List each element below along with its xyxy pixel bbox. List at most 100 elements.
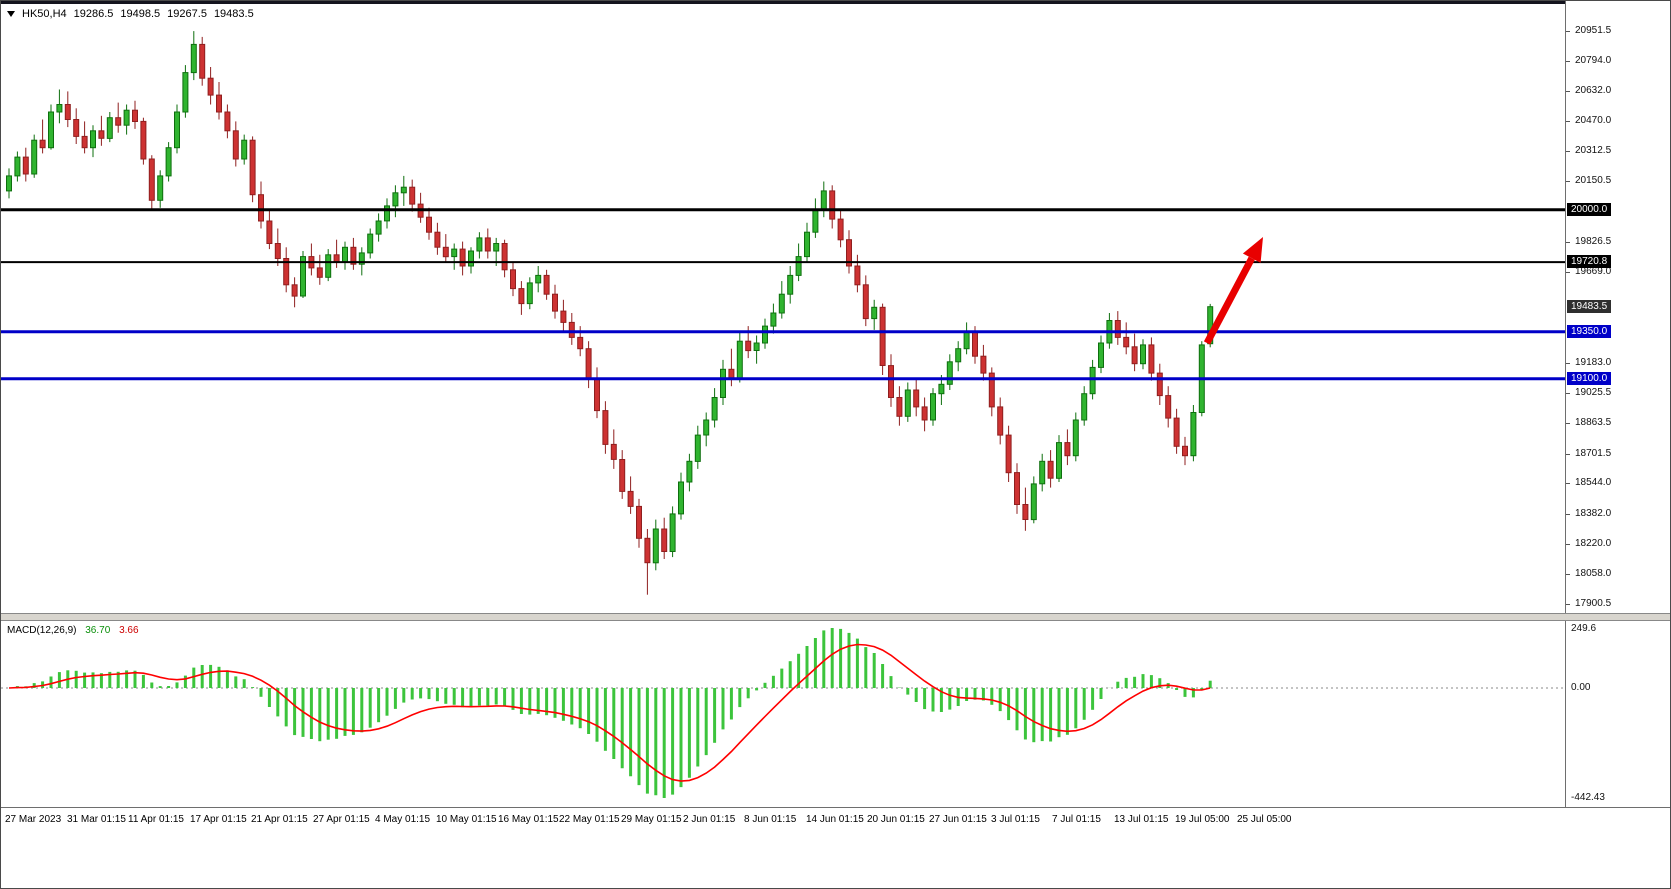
candle bbox=[258, 194, 264, 222]
candle bbox=[367, 233, 374, 254]
candle bbox=[501, 243, 508, 271]
candle bbox=[602, 410, 609, 445]
candle bbox=[123, 109, 130, 126]
candle bbox=[829, 190, 836, 220]
candle bbox=[955, 348, 962, 363]
candle bbox=[862, 284, 869, 320]
time-axis-label: 16 May 01:15 bbox=[498, 814, 559, 825]
candle bbox=[888, 365, 894, 399]
candle bbox=[913, 389, 920, 408]
price-tick-label: 20470.0 bbox=[1575, 115, 1612, 126]
candle bbox=[930, 393, 936, 421]
candle bbox=[1056, 442, 1062, 479]
candle bbox=[1156, 372, 1163, 397]
price-tick-mark bbox=[1566, 121, 1570, 122]
price-tick-label: 18220.0 bbox=[1575, 538, 1612, 549]
panel-separator-handle[interactable] bbox=[1, 613, 1670, 621]
time-axis-label: 21 Apr 01:15 bbox=[251, 814, 308, 825]
candle bbox=[199, 43, 206, 79]
candle bbox=[98, 130, 105, 139]
price-chart-canvas[interactable] bbox=[1, 1, 1565, 613]
window-top-border bbox=[1, 1, 1670, 4]
price-tick-label: 19826.5 bbox=[1575, 236, 1612, 247]
time-axis-label: 2 Jun 01:15 bbox=[683, 814, 736, 825]
time-axis-label: 19 Jul 05:00 bbox=[1175, 814, 1230, 825]
price-line-label: 19483.5 bbox=[1567, 300, 1612, 313]
price-tick-mark bbox=[1566, 272, 1570, 273]
candle bbox=[1131, 346, 1138, 365]
price-tick-mark bbox=[1566, 454, 1570, 455]
candle bbox=[274, 243, 281, 259]
candle bbox=[762, 325, 768, 344]
symbol-name: HK50,H4 bbox=[22, 8, 67, 20]
price-axis[interactable]: 20951.5 20794.0 20632.0 20470.0 20312.5 20150… bbox=[1565, 1, 1670, 807]
candle bbox=[703, 419, 710, 436]
macd-main-value: 36.70 bbox=[85, 625, 111, 636]
candle bbox=[459, 248, 466, 267]
candle bbox=[31, 139, 38, 175]
ohlc-high: 19498.5 bbox=[120, 8, 161, 20]
trend-arrow-head[interactable] bbox=[1242, 237, 1263, 263]
candle bbox=[686, 460, 693, 483]
candle bbox=[358, 252, 365, 265]
candle bbox=[535, 274, 542, 284]
candle bbox=[249, 139, 256, 196]
candle bbox=[1123, 336, 1130, 348]
candle bbox=[627, 490, 634, 507]
candle bbox=[921, 406, 928, 421]
time-axis-label: 11 Apr 01:15 bbox=[128, 814, 184, 825]
candle bbox=[795, 256, 802, 276]
candle bbox=[190, 43, 197, 74]
trend-arrow-shaft[interactable] bbox=[1203, 256, 1255, 345]
candle bbox=[165, 147, 172, 177]
candle bbox=[291, 284, 298, 297]
price-tick-mark bbox=[1566, 181, 1570, 182]
chart-dropdown-icon[interactable] bbox=[7, 11, 15, 17]
candle bbox=[1173, 417, 1180, 447]
time-axis[interactable]: 27 Mar 2023 31 Mar 01:15 11 Apr 01:15 17 Ap… bbox=[1, 807, 1670, 836]
time-axis-label: 7 Jul 01:15 bbox=[1052, 814, 1101, 825]
macd-scale-min: -442.43 bbox=[1571, 792, 1605, 803]
macd-indicator-canvas[interactable] bbox=[1, 621, 1565, 807]
price-tick-label: 17900.5 bbox=[1575, 598, 1612, 609]
candle bbox=[384, 205, 390, 222]
price-tick-label: 20150.5 bbox=[1575, 175, 1612, 186]
candle bbox=[174, 111, 180, 149]
candle bbox=[904, 389, 911, 417]
candle bbox=[946, 361, 953, 385]
price-tick-label: 19669.0 bbox=[1575, 266, 1612, 277]
ohlc-close: 19483.5 bbox=[213, 8, 254, 20]
candle bbox=[778, 293, 785, 314]
candle bbox=[543, 274, 550, 295]
candle bbox=[350, 246, 357, 265]
candle bbox=[451, 248, 458, 258]
candle bbox=[115, 117, 122, 126]
symbol-ohlc-label: HK50,H4 19286.5 19498.5 19267.5 19483.5 bbox=[7, 8, 254, 20]
price-tick-mark bbox=[1566, 31, 1570, 32]
candle bbox=[1190, 412, 1197, 457]
candle bbox=[22, 156, 29, 175]
candle bbox=[300, 256, 306, 297]
candle bbox=[577, 336, 584, 350]
candle bbox=[148, 158, 155, 201]
price-tick-label: 18863.5 bbox=[1575, 417, 1612, 428]
candle bbox=[694, 434, 701, 462]
candle bbox=[224, 111, 231, 132]
candle bbox=[39, 139, 46, 149]
candle bbox=[1022, 504, 1029, 520]
price-tick-label: 18382.0 bbox=[1575, 508, 1612, 519]
candle bbox=[266, 220, 273, 244]
time-axis-label: 29 May 01:15 bbox=[621, 814, 682, 825]
candle bbox=[854, 265, 861, 286]
candle bbox=[1089, 366, 1096, 395]
candle bbox=[610, 443, 617, 460]
candle bbox=[510, 269, 516, 290]
candle bbox=[972, 331, 978, 357]
candle bbox=[325, 254, 332, 278]
price-tick-mark bbox=[1566, 514, 1570, 515]
candle bbox=[770, 312, 777, 327]
candle bbox=[232, 130, 239, 160]
candle bbox=[400, 186, 407, 194]
candle bbox=[1014, 472, 1020, 506]
